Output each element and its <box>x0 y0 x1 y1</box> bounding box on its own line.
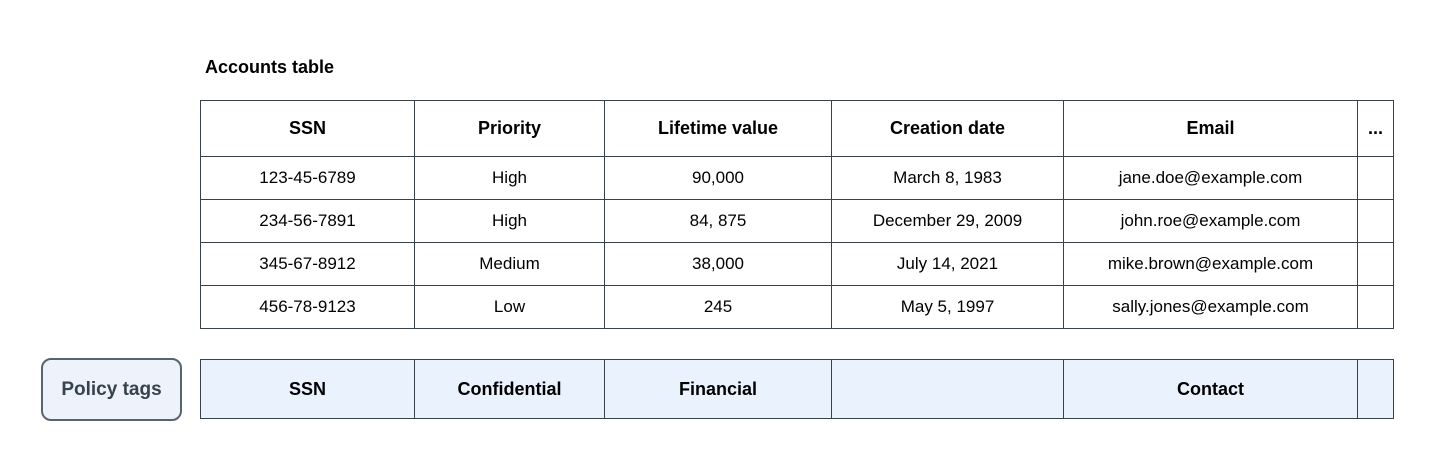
policy-tags-button[interactable]: Policy tags <box>41 358 182 421</box>
cell-creation-date: March 8, 1983 <box>831 156 1064 200</box>
cell-more <box>1357 199 1394 243</box>
cell-more <box>1357 285 1394 329</box>
cell-email: john.roe@example.com <box>1063 199 1358 243</box>
cell-priority: Low <box>414 285 605 329</box>
table-row: 345-67-8912 Medium 38,000 July 14, 2021 … <box>200 242 1394 286</box>
cell-creation-date: May 5, 1997 <box>831 285 1064 329</box>
cell-ssn: 234-56-7891 <box>200 199 415 243</box>
accounts-table: SSN Priority Lifetime value Creation dat… <box>200 100 1394 329</box>
cell-ssn: 123-45-6789 <box>200 156 415 200</box>
cell-lifetime-value: 84, 875 <box>604 199 832 243</box>
page-title: Accounts table <box>205 57 335 77</box>
policy-tag-empty-2 <box>1357 359 1394 419</box>
column-header-more: ... <box>1357 100 1394 157</box>
column-header-email: Email <box>1063 100 1358 157</box>
policy-tag-contact: Contact <box>1063 359 1358 419</box>
column-header-lifetime-value: Lifetime value <box>604 100 832 157</box>
cell-email: jane.doe@example.com <box>1063 156 1358 200</box>
policy-tag-ssn: SSN <box>200 359 415 419</box>
policy-tags-row: SSN Confidential Financial Contact <box>200 359 1394 419</box>
policy-tag-confidential: Confidential <box>414 359 605 419</box>
cell-priority: High <box>414 156 605 200</box>
cell-creation-date: July 14, 2021 <box>831 242 1064 286</box>
column-header-priority: Priority <box>414 100 605 157</box>
cell-more <box>1357 242 1394 286</box>
cell-email: mike.brown@example.com <box>1063 242 1358 286</box>
column-header-ssn: SSN <box>200 100 415 157</box>
cell-lifetime-value: 90,000 <box>604 156 832 200</box>
table-row: 123-45-6789 High 90,000 March 8, 1983 ja… <box>200 156 1394 200</box>
policy-tags-cells: SSN Confidential Financial Contact <box>200 359 1394 419</box>
cell-more <box>1357 156 1394 200</box>
policy-tag-financial: Financial <box>604 359 832 419</box>
cell-ssn: 345-67-8912 <box>200 242 415 286</box>
cell-priority: Medium <box>414 242 605 286</box>
cell-ssn: 456-78-9123 <box>200 285 415 329</box>
table-row: 234-56-7891 High 84, 875 December 29, 20… <box>200 199 1394 243</box>
cell-lifetime-value: 38,000 <box>604 242 832 286</box>
cell-priority: High <box>414 199 605 243</box>
cell-email: sally.jones@example.com <box>1063 285 1358 329</box>
cell-creation-date: December 29, 2009 <box>831 199 1064 243</box>
table-row: 456-78-9123 Low 245 May 5, 1997 sally.jo… <box>200 285 1394 329</box>
column-header-creation-date: Creation date <box>831 100 1064 157</box>
table-header-row: SSN Priority Lifetime value Creation dat… <box>200 100 1394 157</box>
cell-lifetime-value: 245 <box>604 285 832 329</box>
policy-tag-empty-1 <box>831 359 1064 419</box>
